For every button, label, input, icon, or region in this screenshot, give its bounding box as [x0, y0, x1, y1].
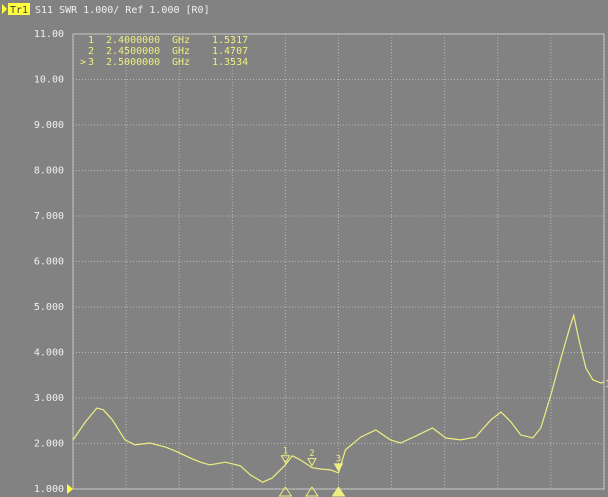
marker-axis-pointer	[305, 486, 319, 497]
y-tick-label: 9.000	[34, 120, 64, 131]
marker-value: 1.5317	[212, 35, 248, 46]
marker-axis-pointer	[278, 486, 293, 497]
active-marker-symbol: >	[80, 57, 86, 68]
trace-line	[72, 312, 605, 483]
y-tick-label: 7.000	[34, 211, 64, 222]
marker-unit: GHz	[172, 46, 190, 57]
trace-name: Tr1	[10, 5, 28, 16]
marker-frequency: 2.4000000	[106, 35, 160, 46]
marker-unit: GHz	[172, 57, 190, 68]
y-tick-label: 11.00	[34, 29, 64, 40]
marker-on-trace	[307, 458, 317, 467]
marker-unit: GHz	[172, 35, 190, 46]
marker-trace-label: 2	[309, 449, 314, 459]
y-tick-label: 3.000	[34, 393, 64, 404]
marker-value: 1.3534	[212, 57, 248, 68]
marker-on-trace	[333, 463, 344, 472]
trace-setup: S11 SWR 1.000/ Ref 1.000 [R0]	[35, 5, 210, 16]
y-tick-label: 8.000	[34, 166, 64, 177]
marker-name: 2	[88, 46, 94, 57]
marker-name: 3	[88, 57, 94, 68]
y-tick-label: 1.000	[34, 484, 64, 495]
marker-value: 1.4707	[212, 46, 248, 57]
y-tick-label: 10.00	[34, 75, 64, 86]
active-trace-pointer	[2, 4, 7, 14]
trace-label: 1	[605, 379, 608, 390]
y-tick-label: 6.000	[34, 257, 64, 268]
marker-frequency: 2.4500000	[106, 46, 160, 57]
marker-trace-label: 1	[283, 446, 288, 456]
marker-frequency: 2.5000000	[106, 57, 160, 68]
ref-pointer	[67, 484, 73, 494]
marker-trace-label: 3	[336, 454, 341, 464]
y-tick-label: 5.000	[34, 302, 64, 313]
marker-on-trace	[280, 455, 291, 464]
marker-name: 1	[88, 35, 94, 46]
trace-badge	[8, 3, 30, 15]
marker-axis-pointer	[331, 486, 346, 497]
y-tick-label: 4.000	[34, 348, 64, 359]
y-tick-label: 2.000	[34, 439, 64, 450]
